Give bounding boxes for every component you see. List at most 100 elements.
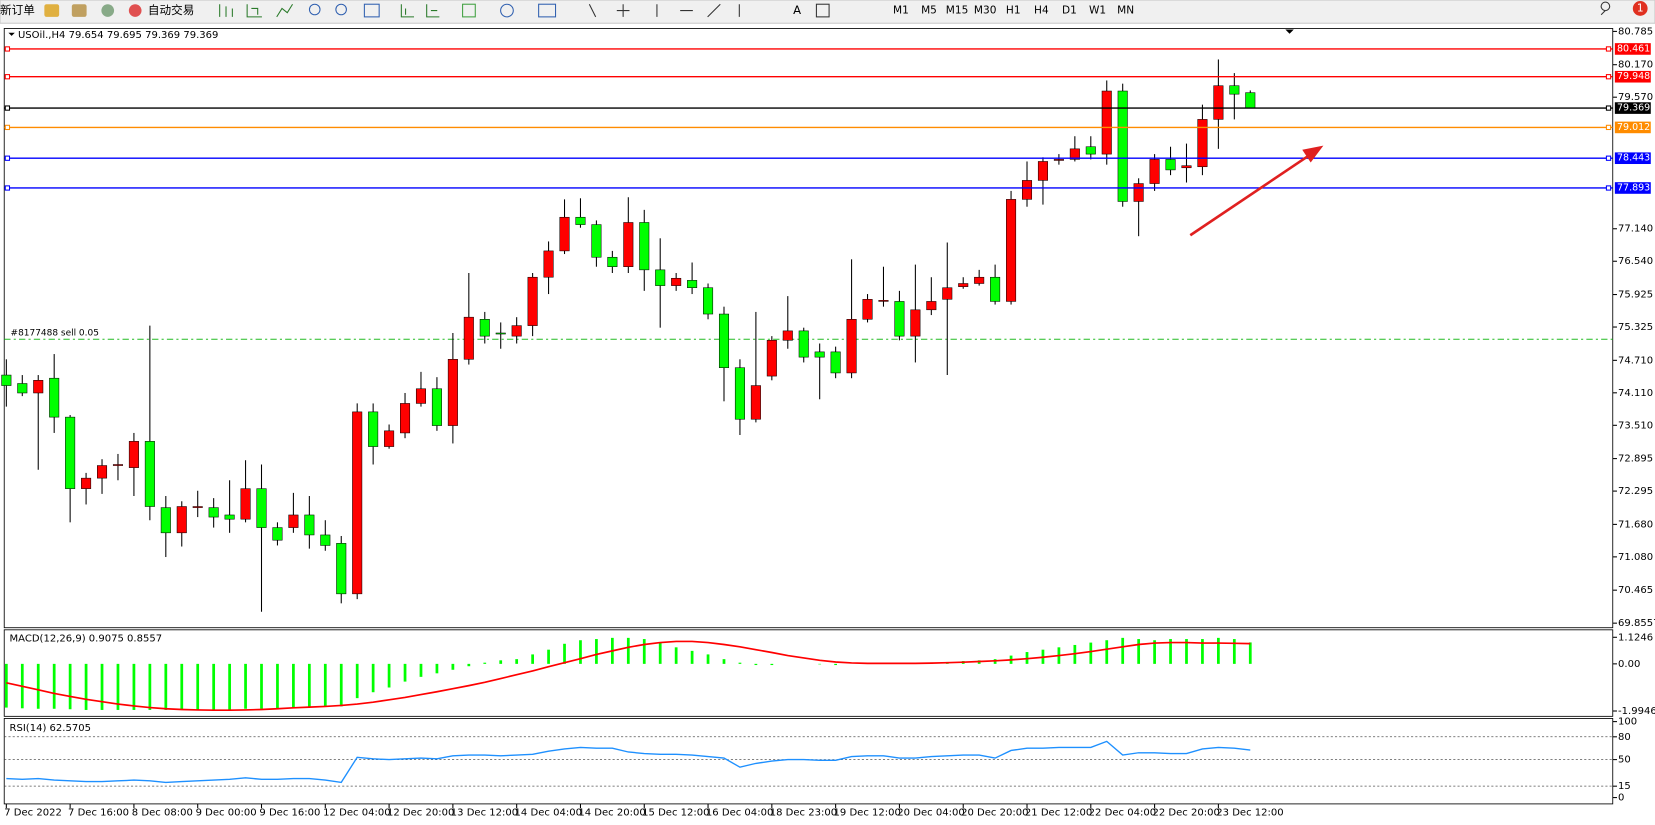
level-handle[interactable] — [1605, 105, 1612, 111]
level-handle[interactable] — [1605, 46, 1612, 52]
macd-title: MACD(12,26,9) 0.9075 0.8557 — [10, 633, 163, 644]
timeframe-button[interactable]: M15 — [946, 5, 969, 17]
level-handle[interactable] — [4, 185, 11, 191]
y-tick-label: -1.9946 — [1618, 706, 1655, 717]
x-tick-label: 23 Dec 12:00 — [1216, 807, 1283, 818]
timeframe-button[interactable]: M5 — [921, 5, 937, 17]
notification-badge[interactable] — [1632, 1, 1648, 16]
timeframe-button[interactable]: H4 — [1034, 5, 1049, 17]
candle-body — [974, 276, 985, 284]
x-tick-label: 7 Dec 2022 — [4, 807, 62, 818]
y-tick-label: 15 — [1618, 781, 1631, 792]
candle-body — [256, 488, 267, 528]
level-label-bg — [1614, 182, 1651, 194]
level-handle[interactable] — [1605, 124, 1612, 131]
icon[interactable] — [71, 4, 87, 17]
y-tick-label: 72.295 — [1618, 486, 1653, 497]
level-label: 78.443 — [1617, 153, 1650, 164]
candle-body — [160, 507, 171, 534]
auto-trading-button[interactable]: 自动交易 — [148, 3, 194, 17]
candle-body — [1069, 148, 1080, 160]
candle-body — [1053, 159, 1064, 161]
candle-body — [878, 300, 889, 302]
candle-body — [527, 276, 538, 326]
arrow-head — [1302, 145, 1324, 163]
level-label-bg — [1614, 43, 1651, 55]
candle-body — [128, 441, 139, 468]
candle-body — [304, 514, 315, 536]
timeframe-button[interactable]: D1 — [1062, 5, 1077, 17]
y-tick-label: 75.325 — [1618, 322, 1653, 333]
candle-body — [1, 374, 12, 386]
level-handle[interactable] — [1605, 155, 1612, 161]
timeframe-button[interactable]: MN — [1117, 5, 1134, 17]
candle-body — [639, 222, 650, 271]
candle-body — [1117, 90, 1128, 202]
plot-layer: 80.785 80.170 79.570 77.140 76.540 75.925 75.3… — [1, 26, 1655, 818]
candle-body — [144, 441, 155, 507]
candle-body — [862, 299, 873, 320]
search-icon[interactable] — [1600, 1, 1611, 16]
level-label-bg — [1614, 70, 1651, 83]
candle-body — [958, 283, 969, 287]
main-panel — [3, 28, 1614, 629]
candle-body — [1197, 119, 1208, 168]
x-tick-label: 12 Dec 20:00 — [387, 807, 454, 818]
y-tick-label: 74.710 — [1618, 355, 1653, 366]
candle-body — [272, 527, 283, 541]
y-tick-label: 80 — [1618, 732, 1631, 743]
level-label: 77.893 — [1617, 182, 1650, 193]
notification-count[interactable]: 1 — [1637, 2, 1644, 14]
timeframe-button[interactable]: M30 — [974, 5, 997, 17]
y-tick-label: 70.465 — [1618, 585, 1653, 596]
candle-body — [431, 388, 442, 426]
candle-body — [687, 280, 698, 288]
label-tool[interactable] — [815, 3, 830, 18]
new-order-button[interactable]: 新订单 — [0, 3, 35, 17]
candle-body — [926, 301, 937, 311]
candle-body — [224, 514, 235, 520]
x-tick-label: 22 Dec 04:00 — [1089, 807, 1156, 818]
level-handle[interactable] — [1605, 74, 1612, 80]
candle-body — [798, 330, 809, 358]
candle-body — [81, 477, 92, 489]
level-handle[interactable] — [4, 74, 11, 80]
level-handle[interactable] — [4, 124, 11, 131]
candle-body — [1165, 159, 1176, 171]
text-tool[interactable]: A — [793, 3, 801, 17]
y-tick-label: 75.925 — [1618, 290, 1653, 301]
y-tick-label: 80.785 — [1618, 26, 1653, 37]
icon[interactable] — [101, 4, 115, 17]
candle-body — [703, 287, 714, 315]
timeframe-button[interactable]: M1 — [893, 5, 909, 17]
level-handle[interactable] — [4, 105, 11, 111]
auto-trading-icon[interactable] — [128, 4, 142, 17]
level-handle[interactable] — [1605, 185, 1612, 191]
y-tick-label: 72.895 — [1618, 454, 1653, 465]
toolbar-bg — [0, 0, 1655, 24]
icon[interactable] — [44, 4, 60, 17]
x-tick-label: 15 Dec 12:00 — [642, 807, 709, 818]
y-tick-label: 0.00 — [1618, 659, 1640, 670]
collapse-icon[interactable] — [8, 32, 15, 36]
timeframe-button[interactable]: H1 — [1006, 5, 1021, 17]
candle-body — [33, 380, 44, 394]
chart-panels: USOil.,H4 79.654 79.695 79.369 79.369 MA… — [3, 28, 1614, 805]
candle-body — [1006, 199, 1017, 302]
candle-body — [830, 351, 841, 374]
level-handle[interactable] — [4, 46, 11, 52]
x-tick-label: 9 Dec 00:00 — [196, 807, 257, 818]
x-tick-label: 18 Dec 23:00 — [770, 807, 837, 818]
level-label: 79.948 — [1617, 71, 1650, 82]
candle-body — [1085, 146, 1096, 155]
candle-body — [734, 367, 745, 420]
level-handle[interactable] — [4, 155, 11, 161]
candle-body — [671, 277, 682, 286]
candle-body — [655, 269, 666, 286]
y-tick-label: 69.8557 — [1618, 618, 1655, 629]
candle-body — [846, 319, 857, 374]
timeframe-button[interactable]: W1 — [1089, 5, 1106, 17]
tool-icons[interactable] — [219, 3, 740, 18]
